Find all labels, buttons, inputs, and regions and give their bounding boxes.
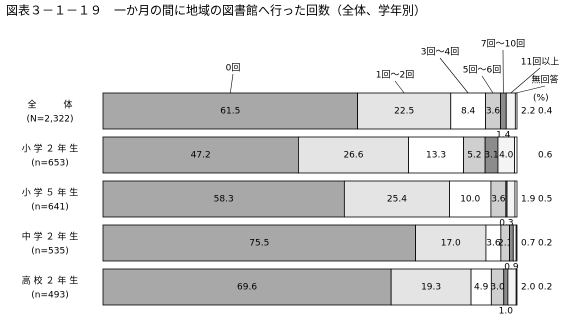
legend-leader <box>230 73 234 94</box>
bar-segment <box>102 224 416 262</box>
value-label: 0.5 <box>538 195 552 205</box>
bar-segment <box>514 136 518 174</box>
bar-segment <box>507 268 517 306</box>
value-label: 75.5 <box>249 239 269 249</box>
chart-title: 図表３－１－１９ 一か月の間に地域の図書館へ行った回数（全体、学年別） <box>6 3 426 18</box>
value-label: 5.2 <box>467 151 481 161</box>
bar-segment <box>102 92 359 130</box>
bar-segment <box>102 268 392 306</box>
value-label: 2.2 <box>521 107 535 117</box>
value-label: 0.2 <box>538 283 552 293</box>
value-label: 3.6 <box>486 107 501 117</box>
value-label: 61.5 <box>220 107 240 117</box>
legend-label: 1回～2回 <box>376 70 414 81</box>
value-label: 69.6 <box>237 283 257 293</box>
value-label: 1.0 <box>499 307 514 317</box>
value-label: 3.1 <box>484 151 498 161</box>
value-label: 0.3 <box>499 219 513 229</box>
legend-label: 無回答 <box>531 74 558 86</box>
bar-segment <box>503 268 509 306</box>
value-label: 4.9 <box>474 283 489 293</box>
value-label: 17.0 <box>441 239 461 249</box>
value-label: 0.2 <box>538 239 552 249</box>
legend-leader <box>439 57 469 94</box>
value-label: 0.9 <box>504 263 519 273</box>
bar-segment <box>408 136 464 174</box>
bar-segment <box>515 268 518 306</box>
bar-segment <box>505 92 516 130</box>
value-label: 0.6 <box>538 151 553 161</box>
bar-segment <box>514 180 518 218</box>
legend-leader <box>516 85 546 94</box>
value-label: 47.2 <box>191 151 211 161</box>
value-label: 58.3 <box>214 195 234 205</box>
sample-size: (N=2,322) <box>26 115 73 125</box>
bar-segment <box>509 224 514 262</box>
legend-leader <box>394 80 405 94</box>
value-label: 25.4 <box>387 195 407 205</box>
value-label: 1.9 <box>521 195 536 205</box>
bar-segment <box>390 268 472 306</box>
sample-size: (n=641) <box>31 203 68 213</box>
bar-segment <box>500 92 507 130</box>
value-label: 3.6 <box>491 195 506 205</box>
value-label: 26.6 <box>343 151 363 161</box>
value-label: 2.1 <box>498 239 512 249</box>
value-label: 2.0 <box>521 283 536 293</box>
bar-segment <box>102 136 299 174</box>
legend-leader <box>481 75 494 94</box>
legend-label: 3回～4回 <box>421 47 459 58</box>
value-label: 10.0 <box>460 195 480 205</box>
value-label: 13.3 <box>426 151 446 161</box>
bar-segment <box>343 180 450 218</box>
bar-segment <box>506 180 516 218</box>
legend-label: 0回 <box>226 63 241 74</box>
unit-label: (%) <box>533 94 549 104</box>
legend-leader <box>510 67 541 94</box>
bar-segment <box>415 224 487 262</box>
sample-size: (n=653) <box>31 159 68 169</box>
value-label: 19.3 <box>421 283 441 293</box>
legend-label: 7回～10回 <box>481 39 525 50</box>
bar-segment <box>357 92 452 130</box>
bar-segment <box>102 180 345 218</box>
bar-segment <box>449 180 492 218</box>
sample-size: (n=493) <box>31 291 68 301</box>
value-label: 8.4 <box>461 107 476 117</box>
category-label: 小 学 ２ 年 生 <box>22 143 78 155</box>
bar-segment <box>512 224 517 262</box>
value-label: 0.4 <box>538 107 553 117</box>
bar-segment <box>515 224 518 262</box>
legend-label: 5回～6回 <box>463 65 501 76</box>
bar-segment <box>514 92 518 130</box>
value-label: 1.4 <box>496 131 511 141</box>
value-label: 3.0 <box>490 283 505 293</box>
value-label: 4.0 <box>499 151 514 161</box>
value-label: 3.6 <box>486 239 501 249</box>
category-label: 小 学 ５ 年 生 <box>22 187 78 199</box>
category-label: 高 校 ２ 年 生 <box>22 275 78 287</box>
category-label: 中 学 ２ 年 生 <box>22 231 78 243</box>
legend-label: 11回以上 <box>521 57 559 68</box>
category-label: 全 体 <box>27 99 72 111</box>
value-label: 0.7 <box>521 239 535 249</box>
value-label: 22.5 <box>394 107 414 117</box>
sample-size: (n=535) <box>31 247 68 257</box>
bar-segment <box>298 136 409 174</box>
